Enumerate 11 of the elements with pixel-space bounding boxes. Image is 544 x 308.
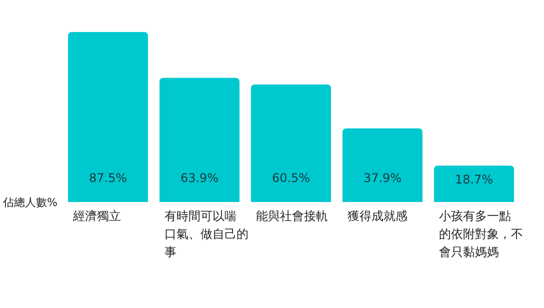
x-tick-label: 獲得成就感 [348, 209, 408, 223]
x-tick-label: 經濟獨立 [72, 209, 121, 223]
x-tick-label: 小孩有多一點的依附對象，不會只黏媽媽 [439, 209, 523, 259]
data-label: 37.9% [363, 171, 402, 185]
data-label: 60.5% [272, 171, 310, 185]
data-label: 63.9% [180, 171, 219, 185]
x-tick-label: 能與社會接軌 [256, 209, 328, 223]
x-tick-label: 有時間可以喘口氣、做自己的事 [164, 209, 248, 259]
y-axis-title: 佔總人數% [2, 196, 58, 209]
data-label: 18.7% [454, 172, 494, 187]
data-label: 87.5% [88, 171, 128, 185]
